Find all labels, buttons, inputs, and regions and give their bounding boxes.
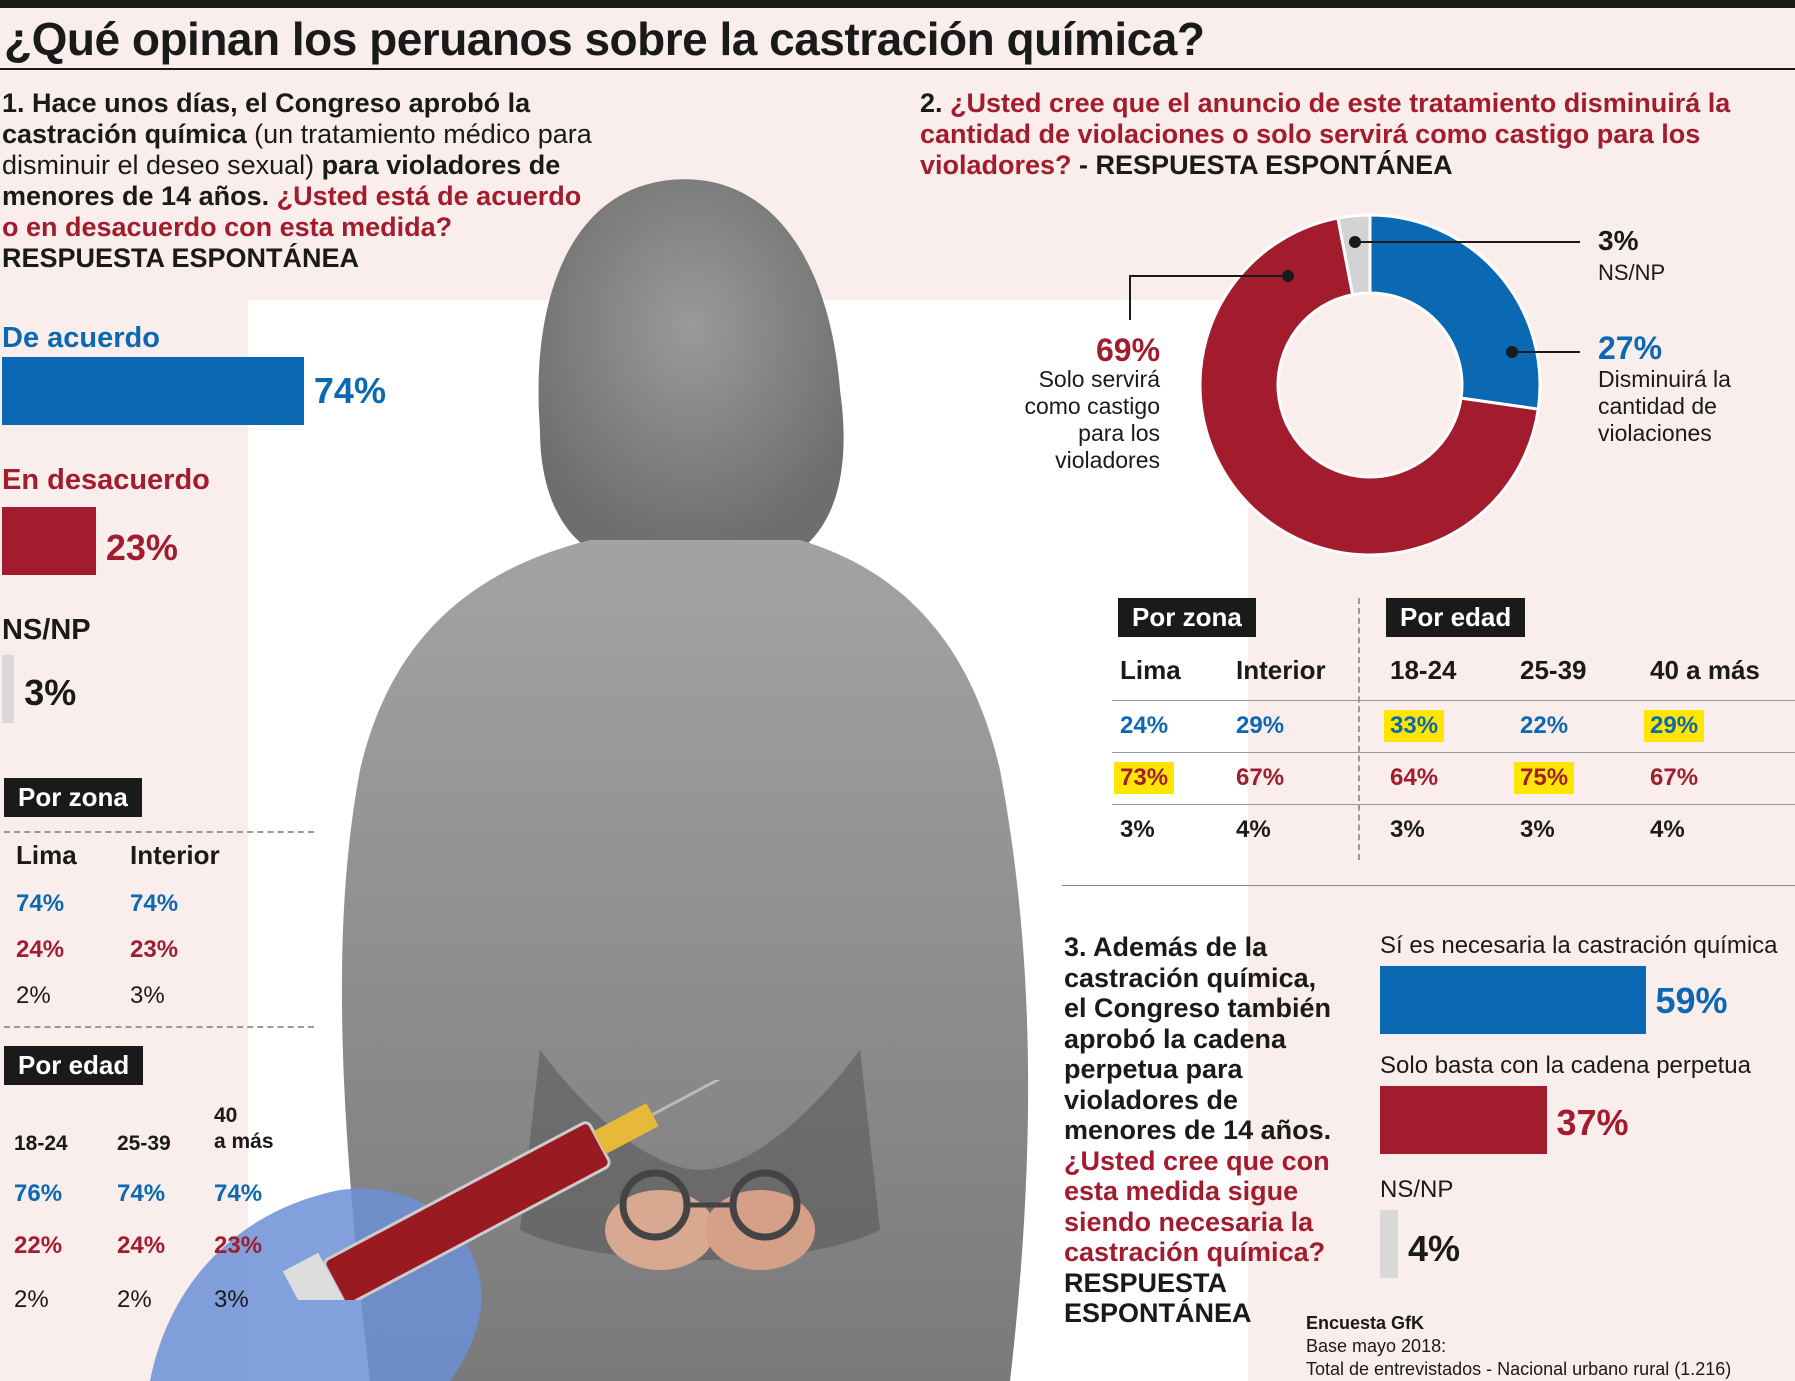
q2-table-rowline	[1112, 804, 1795, 805]
q2-table-header: Lima	[1120, 655, 1181, 685]
q1-question: 1. Hace unos días, el Congreso aprobó la…	[2, 88, 592, 273]
bar-label-de-acuerdo: De acuerdo	[2, 322, 160, 354]
q2-castigo-label: Solo servirá como castigo para los violador…	[1024, 366, 1160, 473]
q2-table-cell: 3%	[1120, 816, 1155, 843]
q1-edad-header-40: 40	[214, 1104, 238, 1127]
q2-table-cell: 29%	[1644, 710, 1705, 742]
q1-edad-cell: 23%	[214, 1232, 263, 1259]
q2-table-header: 40 a más	[1650, 655, 1760, 685]
bar-value-de-acuerdo: 74%	[313, 370, 386, 411]
page-title: ¿Qué opinan los peruanos sobre la castra…	[4, 13, 1205, 65]
q2-tag-por-zona: Por zona	[1118, 598, 1256, 637]
q1-edad-cell: 76%	[14, 1180, 63, 1207]
bar-label-nsnp: NS/NP	[2, 614, 91, 646]
bar-value-en-desacuerdo: 23%	[105, 527, 178, 568]
q1-edad-cell: 74%	[214, 1180, 263, 1207]
q1-zona-cell: 23%	[130, 936, 179, 963]
q2-disminuira-value: 27%	[1598, 330, 1663, 366]
top-bar	[0, 0, 1795, 8]
q1-zona-divider-bottom	[4, 1026, 314, 1028]
q3-bar-label-si: Sí es necesaria la castración química	[1380, 932, 1778, 959]
q3-bar-cadena	[1380, 1086, 1547, 1154]
q1-zona-header-lima: Lima	[16, 840, 77, 870]
q1-edad-header-a-mas: a más	[214, 1130, 274, 1153]
q2-table-header: 18-24	[1390, 655, 1457, 685]
bar-en-desacuerdo	[2, 507, 96, 575]
syringe-icon	[282, 1080, 742, 1300]
q2-table-cell: 64%	[1390, 764, 1439, 791]
q3-bar-nsnp	[1380, 1210, 1398, 1278]
q1-edad-cell: 74%	[117, 1180, 166, 1207]
q2-table-rowline	[1112, 700, 1795, 701]
q2-table-cell: 73%	[1114, 762, 1175, 794]
q1-tag-por-edad: Por edad	[4, 1046, 144, 1085]
bar-value-nsnp: 3%	[24, 672, 77, 713]
q1-zona-cell: 74%	[16, 890, 65, 917]
q2-table-cell: 67%	[1236, 764, 1285, 791]
q3-bar-value-nsnp: 4%	[1408, 1228, 1461, 1269]
q1-zona-cell: 2%	[16, 982, 51, 1009]
q2-table-header: Interior	[1236, 655, 1326, 685]
q1-edad-header-25-39: 25-39	[117, 1132, 171, 1155]
q3-bar-label-nsnp: NS/NP	[1380, 1176, 1454, 1203]
q2-table-cell: 67%	[1650, 764, 1699, 791]
q2-table-cell: 24%	[1120, 712, 1169, 739]
donut-slice-castigo	[1198, 216, 1540, 557]
q1-edad-cell: 22%	[14, 1232, 63, 1259]
q3-bar-value-cadena: 37%	[1556, 1102, 1629, 1143]
q1-zona-cell: 3%	[130, 982, 165, 1009]
q3-bar-si	[1380, 966, 1646, 1034]
q3-bar-value-si: 59%	[1655, 980, 1728, 1021]
q2-tag-por-edad: Por edad	[1386, 598, 1526, 637]
q2-donut-chart	[1198, 213, 1542, 557]
q2-question: 2. ¿Usted cree que el anuncio de este tr…	[920, 88, 1731, 180]
q1-edad-cell: 3%	[214, 1286, 249, 1313]
q1-tag-por-zona: Por zona	[4, 778, 142, 817]
q2-table-rowline	[1112, 752, 1795, 753]
bar-label-en-desacuerdo: En desacuerdo	[2, 464, 210, 496]
q2-disminuira-label: Disminuirá la cantidad de violaciones	[1598, 366, 1731, 446]
q1-edad-cell: 2%	[14, 1286, 49, 1313]
bar-nsnp	[2, 655, 15, 723]
q2-nsnp-value: 3%	[1598, 225, 1639, 256]
source-footer: Encuesta GfK Base mayo 2018: Total de en…	[1306, 1313, 1732, 1379]
q2-table-cell: 4%	[1650, 816, 1685, 843]
q2-leader-lines	[1129, 236, 1580, 358]
q2-table-cell: 33%	[1384, 710, 1445, 742]
q1-edad-cell: 2%	[117, 1286, 152, 1313]
bar-de-acuerdo	[2, 357, 304, 425]
q1-zona-cell: 24%	[16, 936, 65, 963]
q2-table-cell: 3%	[1390, 816, 1425, 843]
q2-table-cell: 3%	[1520, 816, 1555, 843]
q3-rule	[1062, 885, 1795, 886]
q1-edad-header-18-24: 18-24	[14, 1132, 68, 1155]
q2-table-vdivider	[1358, 598, 1360, 860]
q1-zona-divider	[4, 831, 314, 833]
q1-edad-cell: 24%	[117, 1232, 166, 1259]
q2-table-header: 25-39	[1520, 655, 1587, 685]
title-rule	[0, 68, 1795, 70]
q2-table-cell: 75%	[1514, 762, 1575, 794]
q1-zona-cell: 74%	[130, 890, 179, 917]
donut-slice-disminuira	[1368, 213, 1542, 411]
q3-bar-label-cadena: Solo basta con la cadena perpetua	[1380, 1052, 1751, 1079]
q3-question: 3. Además de la castración química, el Con…	[1064, 932, 1332, 1328]
q2-table-cell: 29%	[1236, 712, 1285, 739]
q2-castigo-value: 69%	[1096, 332, 1161, 368]
q1-zona-header-interior: Interior	[130, 840, 220, 870]
q2-table-cell: 4%	[1236, 816, 1271, 843]
q2-table-cell: 22%	[1520, 712, 1569, 739]
q2-nsnp-label: NS/NP	[1598, 260, 1666, 285]
